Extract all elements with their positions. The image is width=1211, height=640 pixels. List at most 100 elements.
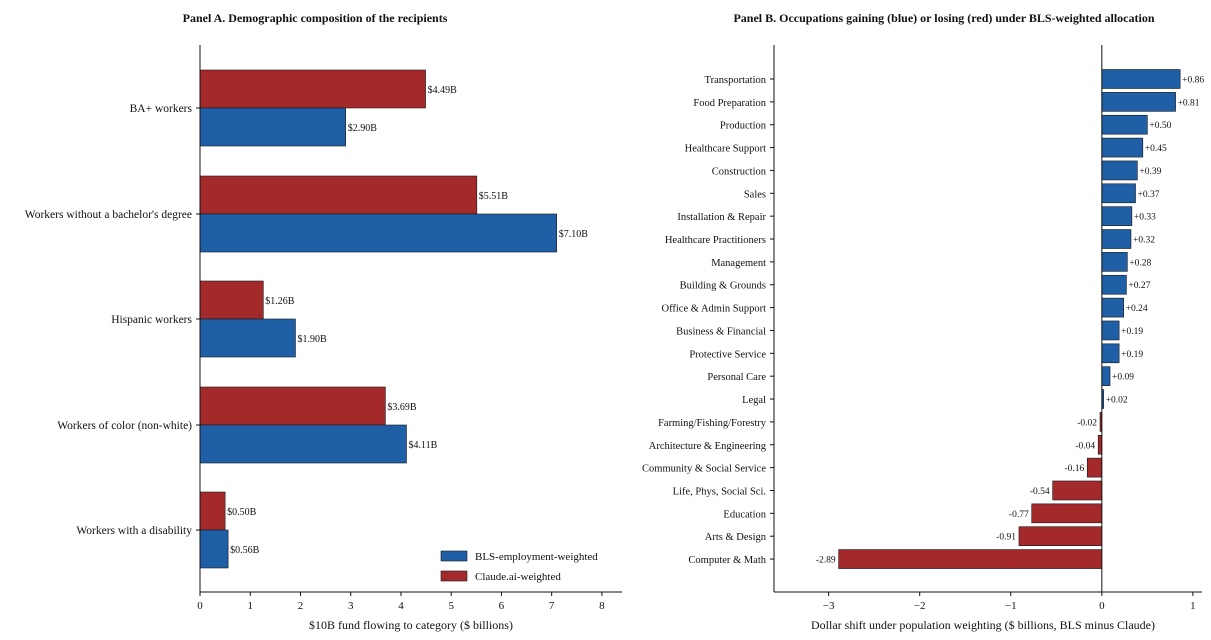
bar-education [1031,503,1103,524]
bar-community-social-service [1086,457,1103,478]
y-tick-label-construction: Construction [712,166,767,177]
bar-construction [1101,160,1138,181]
x-tick-label: 1 [247,600,253,612]
x-tick-label: 5 [448,600,454,612]
bar-bls-workers-of-color-non-white [199,424,407,464]
x-tick-label: −1 [1005,600,1017,612]
x-tick-label: −3 [823,600,835,612]
bar-claude-workers-with-a-disability [199,491,226,531]
data-label-installation-repair: +0.33 [1134,213,1156,223]
y-tick-label-hispanic-workers: Hispanic workers [111,314,192,326]
y-tick-label-workers-with-a-disability: Workers with a disability [76,525,192,537]
y-tick-label-protective-service: Protective Service [689,349,766,360]
data-label-food-preparation: +0.81 [1178,98,1200,108]
bar-personal-care [1101,366,1111,386]
y-tick-label-workers-of-color-non-white: Workers of color (non-white) [57,420,192,432]
data-label-transportation: +0.86 [1182,76,1204,86]
x-tick-label: 4 [398,600,404,612]
x-tick-label: 2 [298,600,304,612]
x-tick-label: 7 [549,600,555,612]
y-tick-label-farming-fishing-forestry: Farming/Fishing/Forestry [658,418,767,429]
data-label-bls-hispanic-workers: $1.90B [297,334,327,345]
y-tick-label-arts-design: Arts & Design [705,532,767,543]
y-tick-label-computer-math: Computer & Math [688,555,766,566]
y-tick-label-life-phys-social-sci: Life, Phys, Social Sci. [673,486,766,497]
panel-a-legend: BLS-employment-weighted Claude.ai-weight… [440,550,598,583]
panel-a: Panel A. Demographic composition of the … [25,11,622,632]
bar-arts-design [1018,526,1103,547]
y-tick-label-education: Education [723,509,766,520]
data-label-bls-workers-without-a-bachelor-s-degree: $7.10B [559,229,589,240]
data-label-life-phys-social-sci: -0.54 [1030,487,1050,497]
y-tick-label-workers-without-a-bachelor-s-degree: Workers without a bachelor's degree [25,209,192,221]
panel-a-xlabel: $10B fund flowing to category ($ billion… [309,618,513,632]
panel-b-title: Panel B. Occupations gaining (blue) or l… [733,11,1154,25]
bar-installation-repair [1101,206,1133,226]
y-tick-label-management: Management [711,258,766,269]
legend-swatch-claude [440,570,468,582]
data-label-bls-ba-workers: $2.90B [348,123,378,134]
bar-computer-math [838,549,1103,569]
y-tick-label-business-financial: Business & Financial [676,326,766,337]
data-label-claude-workers-without-a-bachelor-s-degree: $5.51B [479,191,509,202]
data-label-claude-hispanic-workers: $1.26B [265,296,295,307]
bar-claude-ba-workers [199,69,426,109]
x-tick-label: 6 [499,600,505,612]
data-label-personal-care: +0.09 [1112,373,1134,383]
y-tick-label-community-social-service: Community & Social Service [642,464,766,475]
bar-protective-service [1101,343,1120,364]
bar-office-admin-support [1101,297,1124,318]
data-label-management: +0.28 [1129,258,1151,268]
y-tick-label-production: Production [720,121,767,132]
legend-label-bls: BLS-employment-weighted [475,551,598,563]
data-label-claude-workers-of-color-non-white: $3.69B [387,402,417,413]
y-tick-label-office-admin-support: Office & Admin Support [661,304,766,315]
data-label-community-social-service: -0.16 [1064,464,1084,474]
legend-label-claude: Claude.ai-weighted [475,571,561,583]
x-tick-label: 0 [197,600,203,612]
x-tick-label: 1 [1190,600,1196,612]
y-tick-label-personal-care: Personal Care [707,372,766,383]
panel-b-axes: Transportation Food Preparation Production… [642,45,1202,612]
data-label-education: -0.77 [1009,510,1029,520]
data-label-computer-math: -2.89 [816,556,836,566]
data-label-building-grounds: +0.27 [1128,281,1150,291]
y-tick-label-installation-repair: Installation & Repair [677,212,766,223]
panel-b-xlabel: Dollar shift under population weighting … [811,618,1155,632]
y-tick-label-healthcare-support: Healthcare Support [685,144,766,155]
bar-healthcare-support [1101,137,1144,158]
y-tick-label-food-preparation: Food Preparation [693,98,766,109]
data-label-arts-design: -0.91 [996,533,1016,543]
bar-transportation [1101,69,1181,89]
data-label-sales: +0.37 [1138,190,1160,200]
y-tick-label-sales: Sales [744,189,766,200]
data-label-bls-workers-with-a-disability: $0.56B [230,545,260,556]
data-label-production: +0.50 [1149,121,1171,131]
bar-bls-ba-workers [199,107,346,147]
bar-architecture-engineering [1097,434,1103,455]
bar-production [1101,114,1148,135]
bar-bls-hispanic-workers [199,318,296,358]
y-tick-label-architecture-engineering: Architecture & Engineering [649,441,767,452]
y-tick-label-legal: Legal [742,395,766,406]
data-label-bls-workers-of-color-non-white: $4.11B [408,440,437,451]
bar-building-grounds [1101,274,1127,295]
data-label-construction: +0.39 [1139,167,1161,177]
data-label-healthcare-support: +0.45 [1145,144,1167,154]
data-label-legal: +0.02 [1106,396,1128,406]
data-label-claude-workers-with-a-disability: $0.50B [227,507,257,518]
panel-a-axes: BA+ workers Workers without a bachelor's … [25,45,622,612]
bar-bls-workers-without-a-bachelor-s-degree [199,213,557,253]
bar-claude-hispanic-workers [199,280,264,320]
y-tick-label-transportation: Transportation [705,75,767,86]
panel-a-title: Panel A. Demographic composition of the … [183,11,448,25]
y-tick-label-ba-workers: BA+ workers [130,103,193,115]
data-label-architecture-engineering: -0.04 [1075,441,1095,451]
data-label-farming-fishing-forestry: -0.02 [1077,418,1097,428]
x-tick-label: −2 [914,600,926,612]
x-tick-label: 8 [599,600,605,612]
data-label-office-admin-support: +0.24 [1126,304,1148,314]
x-tick-label: 3 [348,600,354,612]
